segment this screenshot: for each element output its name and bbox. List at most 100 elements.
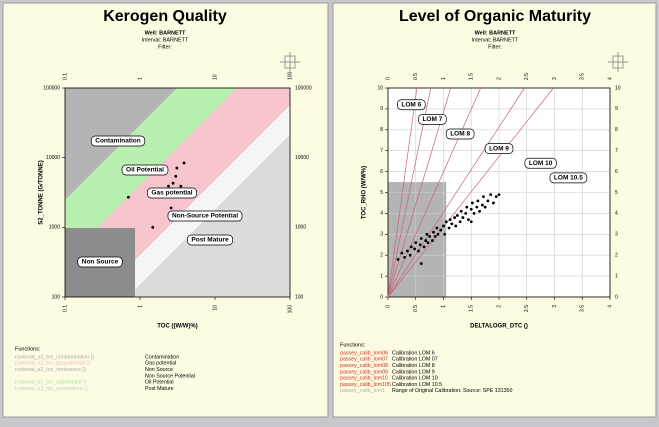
data-point xyxy=(419,237,423,240)
y-tick-label-right: 9 xyxy=(615,106,618,112)
data-point xyxy=(433,234,437,238)
function-description: Calibration LOM 07 xyxy=(392,357,438,363)
chart-subtitle: Well: BARNETT xyxy=(475,30,516,36)
function-description: Calibration LOM 10.5 xyxy=(392,382,442,388)
lom-line xyxy=(387,87,482,298)
x-tick-label-top: 0.1 xyxy=(62,73,68,80)
function-description: Contamination xyxy=(145,354,179,360)
legend-label: LOM 10 xyxy=(529,160,553,167)
compass-icon xyxy=(608,52,628,72)
data-point xyxy=(151,225,155,229)
data-point xyxy=(469,220,473,224)
x-tick-label: 100 xyxy=(287,305,293,314)
x-tick-label-top: 1 xyxy=(137,77,143,80)
functions-title: Functions: xyxy=(340,342,366,348)
legend-label-box xyxy=(397,99,426,111)
y-tick-label-right: 10 xyxy=(615,85,621,91)
data-point xyxy=(476,199,480,203)
data-point xyxy=(459,209,463,213)
y-tick-label-right: 0 xyxy=(615,294,618,300)
x-tick-label: 4 xyxy=(607,305,613,308)
y-tick-label-right: 4 xyxy=(615,211,618,217)
y-tick-label-right: 3 xyxy=(615,232,618,238)
function-name: rockeval_s2_toc_gaspotential () xyxy=(15,361,90,367)
y-tick-label-right: 100000 xyxy=(295,85,312,91)
data-point xyxy=(458,220,462,224)
chart-title: Kerogen Quality xyxy=(103,8,227,25)
plot-frame xyxy=(64,87,291,298)
data-point xyxy=(396,257,400,261)
x-tick-label-top: 3 xyxy=(552,77,558,80)
data-point xyxy=(443,232,447,236)
zone-label: Oil Potential xyxy=(126,167,164,174)
data-point xyxy=(480,203,484,207)
y-tick-label: 0 xyxy=(380,294,383,300)
data-point xyxy=(486,199,490,203)
legend-label-box xyxy=(445,128,475,140)
data-point xyxy=(454,224,458,228)
data-point xyxy=(425,232,429,236)
data-point xyxy=(467,218,470,222)
chart-title: Level of Organic Maturity xyxy=(399,8,591,25)
function-description: Calibration LOM 10 xyxy=(392,376,438,382)
x-tick-label: 10 xyxy=(212,305,218,311)
y-axis-label: TOC_RHO (W/W%) xyxy=(362,166,368,219)
data-point xyxy=(175,166,179,170)
zone-label-box xyxy=(121,164,169,176)
function-name: passey_calib_lom1 xyxy=(340,388,385,394)
y-tick-label-right: 1 xyxy=(615,273,618,279)
legend-label: LOM 7 xyxy=(422,116,442,123)
data-point xyxy=(413,247,417,251)
function-name: rockeval_s2_toc_contamination () xyxy=(15,354,94,360)
x-tick-label-top: 1.5 xyxy=(469,73,475,80)
y-tick-label-right: 6 xyxy=(615,169,618,175)
y-tick-label: 10 xyxy=(377,85,383,91)
compass-icon xyxy=(280,52,300,72)
data-point xyxy=(482,195,485,199)
data-point xyxy=(478,209,481,213)
zone-label: Non-Source Potential xyxy=(172,213,238,220)
zone xyxy=(65,88,237,228)
x-tick-label: 0.5 xyxy=(413,305,419,312)
lom-line xyxy=(387,87,418,298)
data-point xyxy=(465,205,469,209)
legend-label: LOM 8 xyxy=(450,131,470,138)
data-point xyxy=(453,216,456,219)
data-point xyxy=(461,216,465,219)
function-name: rockeval_s2_toc_oilpotential () xyxy=(15,380,87,386)
chart-subtitle: Filter: xyxy=(158,44,172,50)
y-tick-label-right: 7 xyxy=(615,148,618,154)
zone xyxy=(97,88,290,260)
chart-subtitle: Well: BARNETT xyxy=(145,30,186,36)
legend-label: LOM 6 xyxy=(401,101,421,108)
zone-label: Post Mature xyxy=(191,237,229,244)
data-point xyxy=(171,181,175,185)
y-tick-label-right: 2 xyxy=(615,253,618,259)
data-point xyxy=(179,184,183,188)
y-tick-label-right: 5 xyxy=(615,190,618,196)
x-tick-label: 2.5 xyxy=(524,305,530,312)
y-tick-label: 7 xyxy=(380,148,383,154)
data-point xyxy=(419,262,423,265)
data-point xyxy=(409,245,413,249)
data-point xyxy=(489,193,493,196)
x-tick-label-top: 4 xyxy=(607,77,613,80)
data-point xyxy=(422,245,426,249)
zone-label-box xyxy=(147,187,197,199)
function-description: Calibration LOM 8 xyxy=(392,363,435,369)
y-tick-label: 5 xyxy=(380,190,383,196)
y-tick-label-right: 10000 xyxy=(295,155,309,161)
y-tick-label-right: 100 xyxy=(295,294,304,300)
function-description: Calibration LOM 6 xyxy=(392,350,435,356)
data-point xyxy=(455,214,459,217)
function-name: passey_calib_lom10 xyxy=(340,376,388,382)
legend-label: LOM 10.5 xyxy=(554,175,583,182)
y-tick-label: 4 xyxy=(380,211,383,217)
y-tick-label: 8 xyxy=(380,127,383,133)
x-tick-label-top: 10 xyxy=(212,74,218,80)
x-tick-label-top: 2 xyxy=(496,77,502,80)
data-point xyxy=(174,174,178,178)
function-description: Calibration LOM 9 xyxy=(392,369,435,375)
data-point xyxy=(406,249,409,253)
data-point xyxy=(475,205,479,209)
